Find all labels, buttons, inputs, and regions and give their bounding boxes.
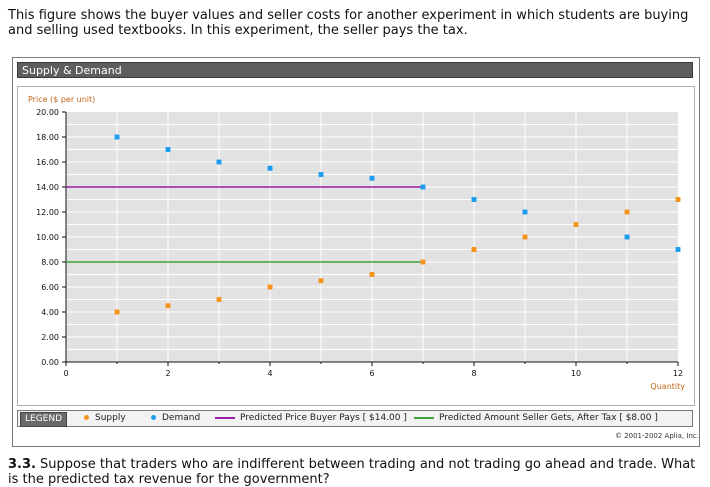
x-tick-label: 8 [471, 369, 476, 378]
y-tick-label: 2.00 [41, 333, 59, 342]
supply-point [165, 303, 171, 309]
y-tick-label: 20.00 [36, 108, 59, 117]
legend-buyer-line-label: Predicted Price Buyer Pays [ $14.00 ] [240, 413, 407, 423]
y-tick-label: 18.00 [36, 133, 59, 142]
demand-point [216, 159, 222, 165]
demand-dot-icon [151, 415, 156, 420]
x-tick-label: 10 [571, 369, 581, 378]
demand-point [522, 209, 528, 215]
question-number: 3.3. [8, 457, 36, 472]
x-tick-label: 4 [267, 369, 272, 378]
x-tick-label: 2 [165, 369, 170, 378]
chart-area: Price ($ per unit) Quantity 0.00 2.00 4.00… [17, 86, 695, 406]
y-tick-label: 14.00 [36, 183, 59, 192]
panel-title: Supply & Demand [17, 62, 693, 78]
y-axis-label: Price ($ per unit) [28, 95, 95, 104]
purple-line-icon [215, 416, 235, 419]
legend-item-buyer-line: Predicted Price Buyer Pays [ $14.00 ] [215, 411, 407, 426]
legend-demand-label: Demand [162, 413, 201, 423]
y-tick-label: 16.00 [36, 158, 59, 167]
supply-demand-chart: Price ($ per unit) Quantity 0.00 2.00 4.00… [28, 95, 685, 391]
supply-point [624, 209, 630, 215]
legend-seller-line-label: Predicted Amount Seller Gets, After Tax … [439, 413, 658, 423]
supply-point [318, 278, 324, 284]
legend-item-demand: Demand [151, 411, 200, 426]
supply-point [522, 234, 528, 240]
supply-point [471, 247, 477, 252]
copyright: © 2001-2002 Aplia, Inc. [614, 432, 699, 440]
supply-point [267, 284, 273, 290]
demand-point [471, 197, 477, 202]
demand-point [420, 184, 426, 190]
y-tick-label: 8.00 [41, 258, 59, 267]
x-tick-label: 0 [63, 369, 68, 378]
question-text: Suppose that traders who are indifferent… [8, 457, 696, 487]
y-tick-label: 6.00 [41, 283, 59, 292]
demand-point [369, 175, 375, 181]
demand-point [318, 172, 324, 177]
legend-item-supply: Supply [84, 411, 126, 426]
plot-group: 0.00 2.00 4.00 6.00 8.00 10.00 12.00 14.00 16.00… [36, 108, 683, 378]
demand-point [624, 234, 630, 240]
intro-text: This figure shows the buyer values and s… [8, 8, 689, 38]
legend-tag: LEGEND [20, 412, 68, 427]
demand-point [675, 247, 681, 252]
demand-point [267, 165, 273, 171]
green-line-icon [414, 416, 434, 419]
y-tick-label: 10.00 [36, 233, 59, 242]
supply-point [216, 297, 222, 302]
x-axis-label: Quantity [650, 382, 685, 391]
supply-point [369, 272, 375, 277]
question: 3.3. Suppose that traders who are indiffe… [8, 457, 702, 487]
supply-dot-icon [84, 415, 89, 420]
supply-point [675, 197, 681, 202]
y-tick-label: 4.00 [41, 308, 59, 317]
x-tick-label: 12 [673, 369, 683, 378]
supply-point [420, 259, 426, 265]
supply-point [573, 222, 579, 227]
legend-supply-label: Supply [95, 413, 126, 423]
y-tick-label: 0.00 [41, 358, 59, 367]
supply-point [114, 309, 120, 315]
demand-point [114, 134, 120, 140]
supply-demand-panel: Supply & Demand Price ($ per unit) Quant… [12, 57, 700, 447]
legend: LEGEND Supply Demand Predicted Price Buy… [17, 410, 693, 427]
y-tick-label: 12.00 [36, 208, 59, 217]
demand-point [165, 147, 171, 152]
x-tick-label: 6 [369, 369, 374, 378]
legend-item-seller-line: Predicted Amount Seller Gets, After Tax … [414, 411, 658, 426]
